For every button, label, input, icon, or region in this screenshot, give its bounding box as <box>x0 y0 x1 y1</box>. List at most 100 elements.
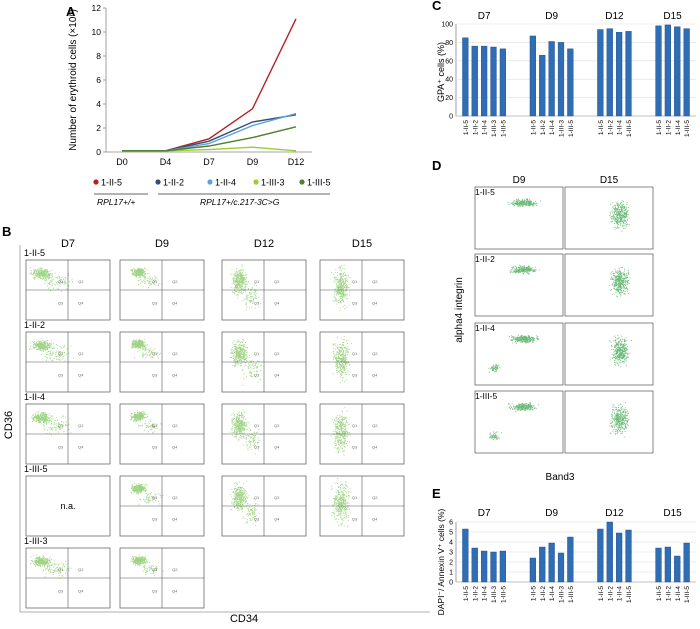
quadrant-label: Q2 <box>274 279 280 284</box>
quadrant-label: Q4 <box>274 444 280 449</box>
bar <box>499 48 506 117</box>
quadrant-label: Q3 <box>254 516 260 521</box>
day-label: D9 <box>513 175 526 186</box>
quadrant-label: Q1 <box>152 495 158 500</box>
panel-label-e: E <box>432 486 441 501</box>
category-label: 1-II-2 <box>472 586 479 602</box>
x-tick-label: D0 <box>116 157 128 167</box>
category-label: 1-II-2 <box>540 586 547 602</box>
category-label: 1-II-4 <box>549 586 556 602</box>
category-label: 1-II-5 <box>656 586 663 602</box>
category-label: 1-III-5 <box>626 586 633 603</box>
line-chart-legend: 1-II-5 1-II-2 1-II-4 1-III-3 1-III-5 <box>93 178 331 188</box>
legend-label: 1-II-5 <box>101 178 122 188</box>
bar <box>462 528 469 583</box>
bar <box>567 536 574 583</box>
quadrant-label: Q1 <box>152 423 158 428</box>
flow-plot-frame <box>474 390 564 454</box>
quadrant-label: Q3 <box>352 444 358 449</box>
quadrant-label: Q1 <box>254 423 260 428</box>
bar <box>471 547 478 583</box>
bar <box>674 555 681 583</box>
quadrant-label: Q1 <box>352 495 358 500</box>
category-label: 1-II-5 <box>530 586 537 602</box>
quadrant-label: Q1 <box>58 423 64 428</box>
group-label: D15 <box>663 11 682 22</box>
quadrant-label: Q4 <box>372 444 378 449</box>
y-tick-label: 4 <box>449 540 453 547</box>
bar <box>674 26 681 117</box>
category-label: 1-II-5 <box>463 586 470 602</box>
quadrant-label: Q4 <box>78 444 84 449</box>
bar <box>548 542 555 583</box>
legend-marker <box>93 179 99 185</box>
quadrant-label: Q2 <box>172 351 178 356</box>
event-cloud <box>130 267 149 279</box>
sample-label: 1-II-5 <box>24 248 45 258</box>
quadrant-label: Q3 <box>58 444 64 449</box>
panel-a-ylabel: Number of erythroid cells (×10⁶) <box>68 9 79 151</box>
category-label: 1-III-5 <box>684 586 691 603</box>
series-line <box>122 18 297 152</box>
legend-label: 1-II-4 <box>215 178 236 188</box>
bar <box>683 542 690 583</box>
day-label: D7 <box>61 238 75 250</box>
event-cloud <box>131 338 148 350</box>
event-cloud <box>130 482 148 494</box>
event-cloud <box>509 264 540 275</box>
event-cloud <box>230 339 248 367</box>
event-cloud <box>241 498 260 526</box>
day-label: D15 <box>600 175 619 186</box>
event-cloud <box>41 560 72 579</box>
event-cloud <box>330 406 351 456</box>
quadrant-label: Q2 <box>372 279 378 284</box>
y-tick-label: 0 <box>96 147 101 157</box>
bar <box>616 532 623 583</box>
sample-label: 1-II-4 <box>475 323 495 333</box>
quadrant-label: Q2 <box>172 279 178 284</box>
sample-label: 1-II-4 <box>24 392 45 402</box>
y-tick-label: 5 <box>449 530 453 537</box>
flow-plot-frame <box>564 186 654 250</box>
quadrant-label: Q2 <box>78 423 84 428</box>
sample-label: 1-III-5 <box>24 464 48 474</box>
event-cloud <box>507 402 539 412</box>
panel-label-a: A <box>66 4 76 19</box>
category-label: 1-III-5 <box>684 120 691 137</box>
category-label: 1-II-4 <box>617 586 624 602</box>
y-tick-label: 0 <box>449 114 453 121</box>
bar <box>557 42 565 117</box>
quadrant-label: Q1 <box>58 567 64 572</box>
category-label: 1-III-3 <box>559 586 566 603</box>
bar <box>616 32 623 117</box>
bar <box>625 31 632 117</box>
category-label: 1-III-3 <box>491 120 498 137</box>
bar <box>606 521 613 583</box>
category-label: 1-II-2 <box>540 120 547 136</box>
bar <box>606 28 613 117</box>
genotype-mut-label: RPL17+/c.217-3C>G <box>200 197 280 207</box>
group-label: D9 <box>545 11 558 22</box>
y-tick-label: 3 <box>449 550 453 557</box>
sample-label: 1-III-5 <box>475 391 497 401</box>
quadrant-label: Q1 <box>58 279 64 284</box>
quadrant-label: Q2 <box>372 423 378 428</box>
category-label: 1-III-5 <box>500 586 507 603</box>
x-tick-label: D4 <box>160 157 172 167</box>
flow-grid-cd36-cd34: D7 D9 D12 D15 1-II-5 Q1 Q2 Q3 Q4 Q1 Q2 Q3 Q4 Q1 Q2 Q3 Q4… <box>24 238 405 609</box>
quadrant-label: Q2 <box>372 351 378 356</box>
bar <box>481 550 488 583</box>
panel-label-c: C <box>432 0 442 13</box>
category-label: 1-II-2 <box>665 120 672 136</box>
category-label: 1-III-3 <box>559 120 566 137</box>
event-cloud <box>509 334 539 344</box>
quadrant-label: Q2 <box>274 351 280 356</box>
event-cloud <box>330 478 352 527</box>
quadrant-label: Q2 <box>172 495 178 500</box>
bar <box>539 546 546 583</box>
category-label: 1-III-5 <box>568 586 575 603</box>
event-cloud <box>29 267 54 281</box>
quadrant-label: Q1 <box>152 351 158 356</box>
x-tick-label: D9 <box>247 157 259 167</box>
not-available-label: n.a. <box>60 501 75 511</box>
